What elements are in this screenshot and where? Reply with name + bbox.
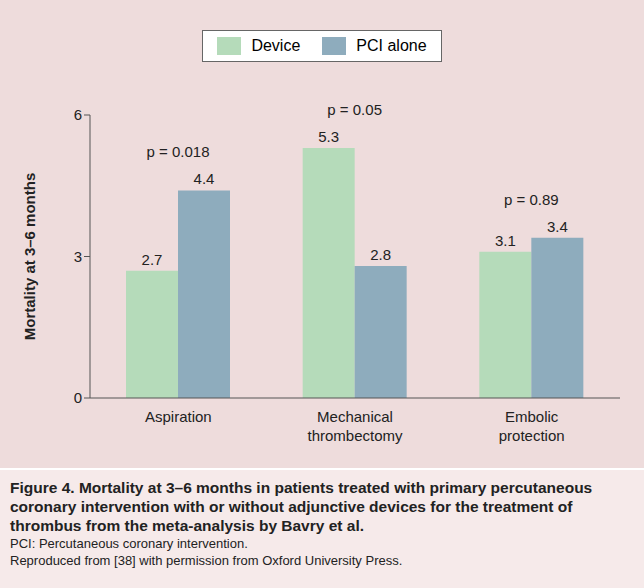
svg-text:Aspiration: Aspiration	[145, 408, 212, 425]
html-text:Device: Device	[251, 37, 301, 54]
svg-text:3.1: 3.1	[495, 232, 516, 249]
svg-text:2.7: 2.7	[142, 251, 163, 268]
svg-text:5.3: 5.3	[318, 128, 339, 145]
svg-text:0: 0	[74, 389, 82, 406]
svg-text:4.4: 4.4	[194, 170, 215, 187]
svg-text:p = 0.05: p = 0.05	[327, 101, 382, 118]
svg-text:Mechanicalthrombectomy: Mechanicalthrombectomy	[307, 408, 403, 444]
html-text:PCI alone: PCI alone	[356, 37, 427, 54]
svg-text:p = 0.89: p = 0.89	[504, 191, 559, 208]
html-text:Figure 4. Mortality at 3–6 mon: Figure 4. Mortality at 3–6 months in pat…	[10, 479, 593, 534]
svg-text:6: 6	[74, 106, 82, 123]
svg-text:Mortality at 3–6 months: Mortality at 3–6 months	[21, 173, 38, 341]
html-text:Reproduced from [38] with perm: Reproduced from [38] with permission fro…	[10, 553, 403, 568]
svg-text:3.4: 3.4	[547, 218, 568, 235]
html-text:PCI: Percutaneous coronary int: PCI: Percutaneous coronary intervention.	[10, 536, 248, 551]
svg-text:Embolicprotection: Embolicprotection	[499, 408, 565, 444]
svg-text:p = 0.018: p = 0.018	[147, 143, 210, 160]
svg-text:2.8: 2.8	[370, 246, 391, 263]
svg-text:3: 3	[74, 248, 82, 265]
